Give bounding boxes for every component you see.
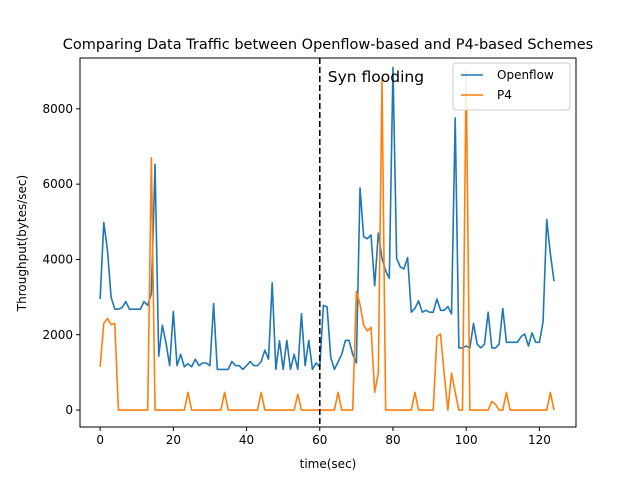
chart-title: Comparing Data Traffic between Openflow-…	[63, 37, 593, 53]
annotation-label: Syn flooding	[328, 68, 424, 86]
series-line-p4	[99, 70, 555, 411]
x-tick-label: 80	[385, 433, 400, 447]
x-tick-label: 60	[312, 433, 327, 447]
y-axis: 0 2000 4000 6000 8000	[42, 102, 80, 417]
x-tick-label: 20	[166, 433, 181, 447]
legend: Openflow P4	[452, 62, 571, 111]
legend-label-openflow: Openflow	[497, 68, 554, 82]
y-tick-label: 6000	[42, 177, 73, 191]
y-tick-label: 2000	[42, 328, 73, 342]
y-tick-label: 8000	[42, 102, 73, 116]
x-tick-label: 0	[96, 433, 104, 447]
y-tick-label: 0	[65, 403, 73, 417]
y-tick-label: 4000	[42, 252, 73, 266]
x-axis: 0 20 40 60 80 100 120	[96, 427, 551, 447]
x-tick-label: 40	[239, 433, 254, 447]
plot-frame	[79, 57, 577, 428]
plot-area: Syn flooding	[79, 57, 577, 428]
x-tick-label: 120	[528, 433, 551, 447]
x-axis-label: time(sec)	[300, 457, 357, 471]
series-line-openflow	[99, 66, 555, 371]
legend-label-p4: P4	[497, 88, 512, 102]
y-axis-label: Throughput(bytes/sec)	[15, 175, 29, 312]
x-tick-label: 100	[455, 433, 478, 447]
